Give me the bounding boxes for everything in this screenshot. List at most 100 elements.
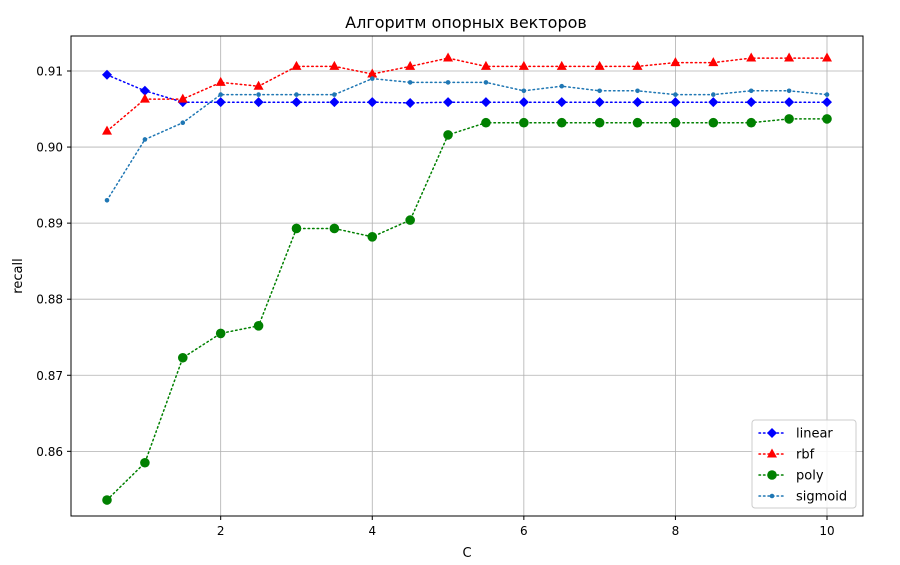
data-point-sigmoid (104, 198, 110, 203)
data-point-linear (139, 85, 150, 96)
y-axis-label: recall (11, 258, 26, 293)
data-point-poly (594, 117, 605, 128)
data-point-rbf (215, 76, 226, 86)
data-point-poly (708, 117, 719, 128)
legend-marker-linear (767, 428, 777, 438)
data-point-sigmoid (559, 83, 565, 89)
data-point-linear (632, 97, 643, 108)
series-rbf (102, 52, 832, 135)
data-point-linear (746, 97, 757, 108)
data-point-poly (140, 457, 150, 468)
data-point-poly (329, 223, 340, 234)
data-point-rbf (291, 60, 302, 70)
series-line-poly (106, 118, 828, 501)
legend-label-linear: linear (796, 427, 833, 442)
legend: linear rbf poly sigmoid (751, 419, 857, 509)
data-point-poly (253, 321, 264, 331)
data-point-linear (443, 97, 454, 108)
data-point-poly (481, 117, 491, 128)
series-sigmoid (104, 76, 830, 203)
x-tick-label: 6 (520, 524, 528, 538)
data-point-sigmoid (673, 92, 678, 97)
data-point-poly (177, 352, 188, 363)
legend-label-rbf: rbf (796, 448, 815, 463)
x-axis-label: C (462, 546, 471, 561)
series-poly (102, 114, 832, 505)
data-point-rbf (480, 60, 491, 70)
data-point-linear (556, 97, 567, 108)
data-point-sigmoid (445, 80, 451, 85)
legend-label-sigmoid: sigmoid (796, 490, 847, 505)
legend-box (751, 419, 857, 509)
data-point-linear (518, 97, 529, 108)
data-point-linear (367, 97, 378, 108)
data-point-poly (102, 495, 112, 505)
x-tick-label: 10 (819, 524, 834, 538)
data-point-rbf (594, 60, 605, 70)
y-tick-label: 0.88 (36, 293, 63, 307)
grid (71, 36, 863, 516)
data-point-rbf (253, 80, 264, 90)
series-line-linear (106, 74, 828, 104)
data-point-poly (443, 130, 453, 140)
data-point-rbf (443, 52, 454, 62)
data-point-linear (291, 97, 302, 108)
data-point-poly (670, 117, 681, 128)
data-point-poly (367, 232, 378, 242)
data-point-sigmoid (218, 92, 223, 97)
data-point-sigmoid (483, 80, 489, 85)
data-point-linear (480, 97, 491, 108)
data-point-sigmoid (142, 137, 148, 142)
data-point-poly (822, 114, 832, 124)
data-point-linear (253, 97, 264, 108)
data-point-sigmoid (407, 80, 413, 85)
data-point-linear (215, 97, 226, 108)
data-point-linear (594, 97, 605, 108)
data-point-sigmoid (332, 92, 337, 97)
y-axis: 0.86 0.87 0.88 0.89 0.90 0.91 (36, 64, 71, 459)
data-point-rbf (329, 60, 340, 70)
chart-title: Алгоритм опорных векторов (345, 13, 587, 32)
y-tick-label: 0.89 (36, 217, 63, 231)
legend-item-poly: poly (758, 469, 824, 484)
data-point-linear (708, 97, 719, 108)
legend-item-sigmoid: sigmoid (758, 490, 847, 505)
data-point-poly (215, 328, 226, 339)
legend-marker-rbf (767, 448, 777, 458)
data-point-sigmoid (824, 92, 830, 97)
data-point-poly (405, 215, 415, 225)
data-point-poly (746, 117, 757, 128)
y-tick-label: 0.86 (36, 445, 63, 459)
data-point-rbf (670, 57, 681, 67)
data-point-sigmoid (635, 88, 640, 94)
plot-frame (70, 35, 864, 517)
data-point-poly (291, 223, 302, 234)
y-tick-label: 0.90 (36, 141, 63, 155)
data-point-sigmoid (711, 92, 716, 97)
x-tick-label: 8 (672, 524, 680, 538)
data-point-rbf (632, 60, 643, 70)
data-point-poly (632, 117, 643, 128)
data-point-sigmoid (786, 88, 792, 94)
data-point-rbf (822, 52, 832, 62)
data-point-linear (670, 97, 681, 108)
series-line-sigmoid (106, 77, 828, 202)
x-tick-label: 2 (217, 524, 225, 538)
data-point-linear (102, 69, 112, 80)
data-point-poly (784, 114, 794, 124)
series-layer (102, 52, 832, 505)
legend-item-linear: linear (758, 427, 833, 442)
data-point-linear (329, 97, 340, 108)
data-point-poly (519, 117, 529, 128)
data-point-rbf (102, 125, 112, 135)
data-point-rbf (405, 60, 416, 70)
x-axis: 2 4 6 8 10 (217, 516, 835, 538)
data-point-sigmoid (597, 88, 602, 94)
legend-marker-sigmoid (769, 493, 775, 499)
data-point-rbf (367, 68, 378, 78)
data-point-rbf (177, 93, 188, 103)
data-point-linear (784, 97, 795, 108)
data-point-sigmoid (180, 120, 186, 126)
